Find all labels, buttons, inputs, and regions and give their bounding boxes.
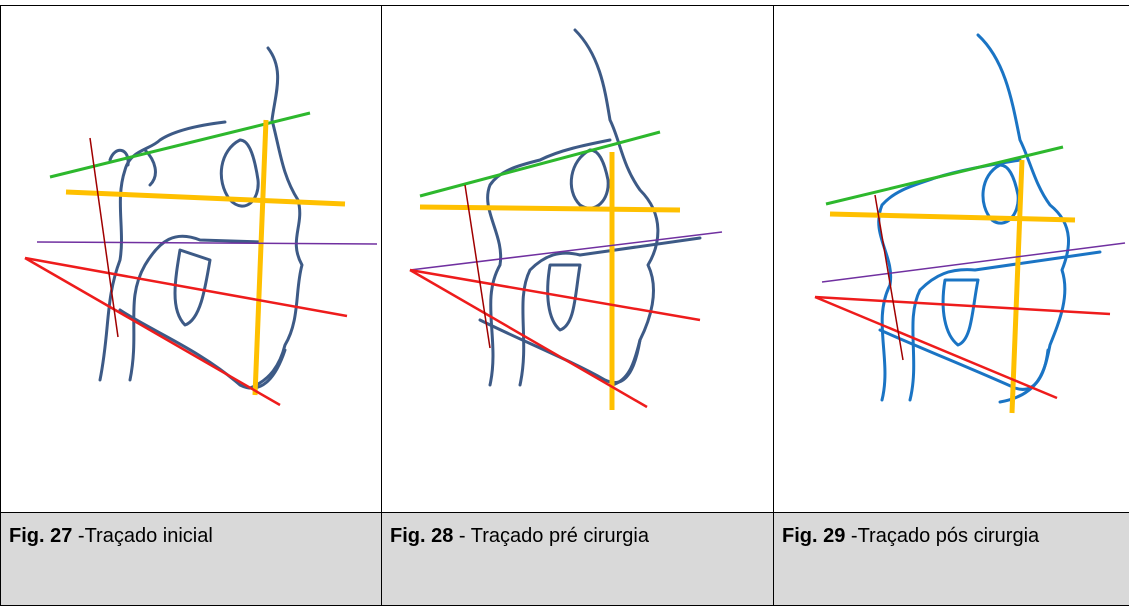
caption-cell: Fig. 28 - Traçado pré cirurgia (381, 512, 774, 606)
caption-cell: Fig. 29 -Traçado pós cirurgia (773, 512, 1129, 606)
figure-label: Fig. 29 (782, 525, 845, 547)
figure-caption: - Traçado pré cirurgia (459, 525, 649, 547)
tracing-3 (815, 35, 1125, 413)
caption-cell: Fig. 27 -Traçado inicial (0, 512, 382, 606)
figure-label: Fig. 28 (390, 525, 453, 547)
page: Fig. 27 -Traçado inicial Fig. 28 - Traça… (0, 0, 1129, 606)
figure-label: Fig. 27 (9, 525, 72, 547)
tracing-2 (410, 30, 722, 410)
figure-caption: -Traçado pós cirurgia (851, 525, 1039, 547)
tracings (0, 0, 1129, 512)
figure-caption: -Traçado inicial (78, 525, 213, 547)
tracing-1 (25, 48, 377, 405)
